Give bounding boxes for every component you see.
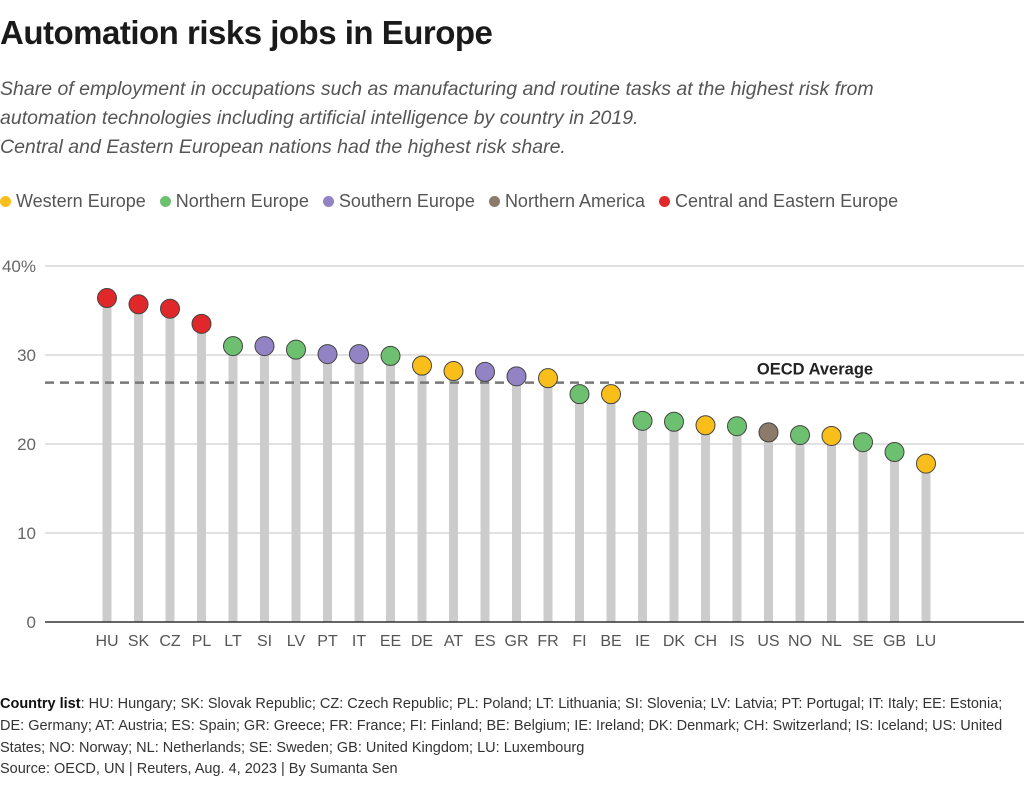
data-point <box>758 422 779 443</box>
data-point <box>286 339 306 360</box>
oecd-average-label: OECD Average <box>757 361 873 379</box>
data-point <box>443 361 464 382</box>
data-point <box>254 336 275 357</box>
legend-label: Western Europe <box>16 191 146 211</box>
legend-dot-icon <box>322 196 334 207</box>
x-tick-label: GB <box>883 633 906 650</box>
data-point <box>664 411 684 432</box>
legend-item-western-europe: Western Europe <box>0 191 146 212</box>
legend-item-southern-europe: Southern Europe <box>322 191 475 212</box>
y-tick-label: 0 <box>27 613 36 632</box>
x-tick-label: NO <box>788 633 812 650</box>
legend-dot-icon <box>488 196 500 207</box>
y-tick-label: 30 <box>17 346 36 365</box>
data-point <box>349 344 369 365</box>
data-point <box>160 298 180 319</box>
data-point <box>695 415 716 436</box>
x-tick-label: CH <box>694 633 717 650</box>
x-tick-label: HU <box>95 633 118 650</box>
legend-item-northern-america: Northern America <box>488 191 645 212</box>
chart-title: Automation risks jobs in Europe <box>0 14 493 51</box>
data-point <box>790 425 810 446</box>
x-tick-label: FI <box>572 633 586 650</box>
data-point <box>223 336 243 357</box>
country-list-text: : HU: Hungary; SK: Slovak Republic; CZ: … <box>0 696 1003 756</box>
data-point <box>128 294 149 315</box>
country-list-label: Country list <box>0 696 81 712</box>
x-tick-label: SK <box>128 633 150 650</box>
x-tick-label: DK <box>663 633 686 650</box>
data-point <box>853 432 873 453</box>
x-tick-label: IE <box>635 633 650 650</box>
legend-label: Southern Europe <box>338 191 475 211</box>
lollipop-chart: 0 10 20 30 40% OECD Average HU SK CZ PL LT SI LV PT IT… <box>2 257 1024 650</box>
x-tick-label: PL <box>192 633 212 650</box>
data-point <box>191 313 212 334</box>
data-point <box>538 368 558 389</box>
y-tick-label: 10 <box>17 524 36 543</box>
legend-dot-icon <box>659 196 670 207</box>
legend-label: Central and Eastern Europe <box>675 191 899 211</box>
x-tick-label: US <box>757 633 779 650</box>
data-point <box>601 384 621 405</box>
subtitle-line: Share of employment in occupations such … <box>0 78 874 100</box>
legend-item-northern-europe: Northern Europe <box>159 191 309 212</box>
legend-dot-icon <box>159 196 171 207</box>
source-note: Source: OECD, UN | Reuters, Aug. 4, 2023… <box>0 761 398 777</box>
x-tick-label: SI <box>257 633 272 650</box>
x-tick-label: SE <box>852 633 873 650</box>
x-tick-label: ES <box>474 633 495 650</box>
chart-subtitle: Share of employment in occupations such … <box>0 75 1010 162</box>
data-point <box>821 425 842 446</box>
x-tick-label: BE <box>600 633 621 650</box>
legend-dot-icon <box>0 196 11 207</box>
data-point <box>380 345 401 366</box>
x-tick-label: NL <box>821 633 842 650</box>
data-point <box>412 355 432 376</box>
x-tick-label: IT <box>352 633 366 650</box>
x-tick-label: DE <box>411 633 433 650</box>
data-point <box>916 453 936 474</box>
legend: Western Europe Northern Europe Southern … <box>0 191 898 212</box>
legend-label: Northern Europe <box>175 191 309 211</box>
x-tick-label: GR <box>505 633 529 650</box>
country-list-note: Country list: HU: Hungary; SK: Slovak Re… <box>0 693 1020 759</box>
data-point <box>97 288 117 309</box>
x-tick-label: LV <box>287 633 306 650</box>
legend-item-central-eastern-europe: Central and Eastern Europe <box>659 191 898 212</box>
data-point <box>727 416 747 437</box>
x-tick-label: PT <box>317 633 338 650</box>
x-tick-label: EE <box>380 633 401 650</box>
x-tick-label: CZ <box>159 633 181 650</box>
subtitle-line: Central and Eastern European nations had… <box>0 136 566 158</box>
x-tick-label: AT <box>444 633 463 650</box>
y-tick-label: 20 <box>17 435 36 454</box>
data-point <box>884 442 905 463</box>
data-point <box>632 410 653 431</box>
data-point <box>569 384 590 405</box>
data-point <box>475 361 495 382</box>
x-tick-label: IS <box>729 633 744 650</box>
x-tick-label: FR <box>537 633 558 650</box>
subtitle-line: automation technologies including artifi… <box>0 107 639 129</box>
data-point <box>506 366 527 387</box>
x-tick-label: LT <box>224 633 242 650</box>
legend-label: Northern America <box>504 191 645 211</box>
x-tick-label: LU <box>916 633 936 650</box>
data-point <box>317 344 338 365</box>
y-tick-label: 40% <box>2 257 36 276</box>
